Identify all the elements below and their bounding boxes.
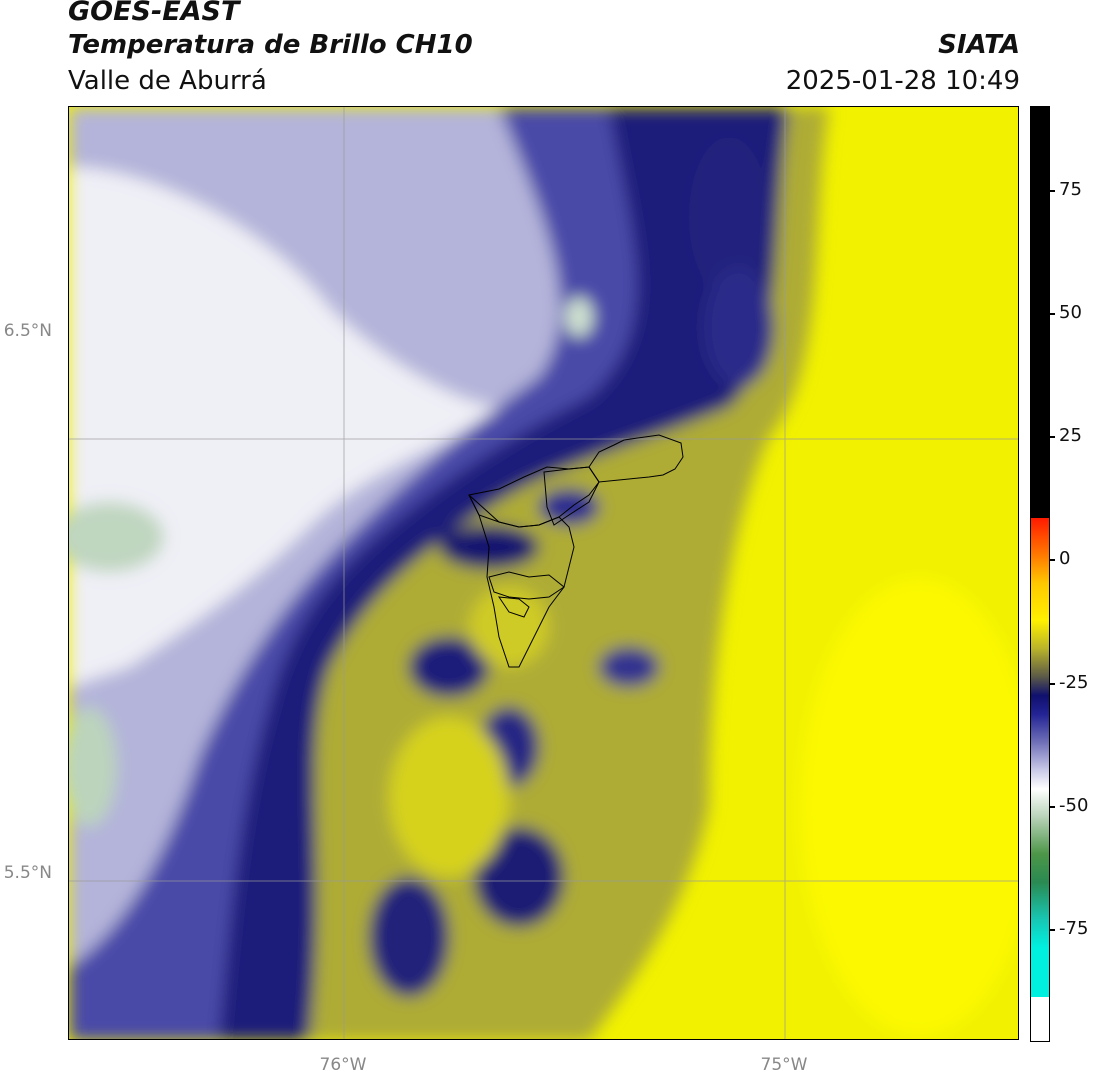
satellite-title: GOES-EAST: [68, 0, 240, 27]
colorbar-label-50: 50: [1059, 302, 1082, 323]
colorbar: [1030, 106, 1050, 1042]
colorbar-tick: [1049, 313, 1055, 315]
colorbar-tick: [1049, 683, 1055, 685]
municipal-boundaries: [468, 434, 684, 668]
colorbar-label-minus75: -75: [1059, 918, 1089, 939]
cloud-field: [69, 107, 1018, 1039]
region-subtitle: Valle de Aburrá: [68, 66, 267, 96]
colorbar-label-minus50: -50: [1059, 795, 1089, 816]
lat-label-6-5n: 6.5°N: [3, 321, 52, 341]
colorbar-tick: [1049, 559, 1055, 561]
colorbar-tick: [1049, 929, 1055, 931]
graticule: [69, 107, 1018, 1039]
colorbar-label-75: 75: [1059, 179, 1082, 200]
brightness-temperature-map: [68, 106, 1019, 1040]
colorbar-label-minus25: -25: [1059, 672, 1089, 693]
colorbar-tick: [1049, 190, 1055, 192]
lon-label-76w: 76°W: [319, 1055, 367, 1075]
colorbar-tick: [1049, 436, 1055, 438]
colorbar-tick: [1049, 806, 1055, 808]
map-canvas: [69, 107, 1018, 1039]
product-title: Temperatura de Brillo CH10: [68, 30, 473, 60]
colorbar-label-25: 25: [1059, 425, 1082, 446]
timestamp-label: 2025-01-28 10:49: [785, 66, 1020, 96]
organization-label: SIATA: [938, 30, 1020, 60]
lat-label-5-5n: 5.5°N: [3, 863, 52, 883]
colorbar-label-0: 0: [1059, 548, 1071, 569]
lon-label-75w: 75°W: [760, 1055, 808, 1075]
